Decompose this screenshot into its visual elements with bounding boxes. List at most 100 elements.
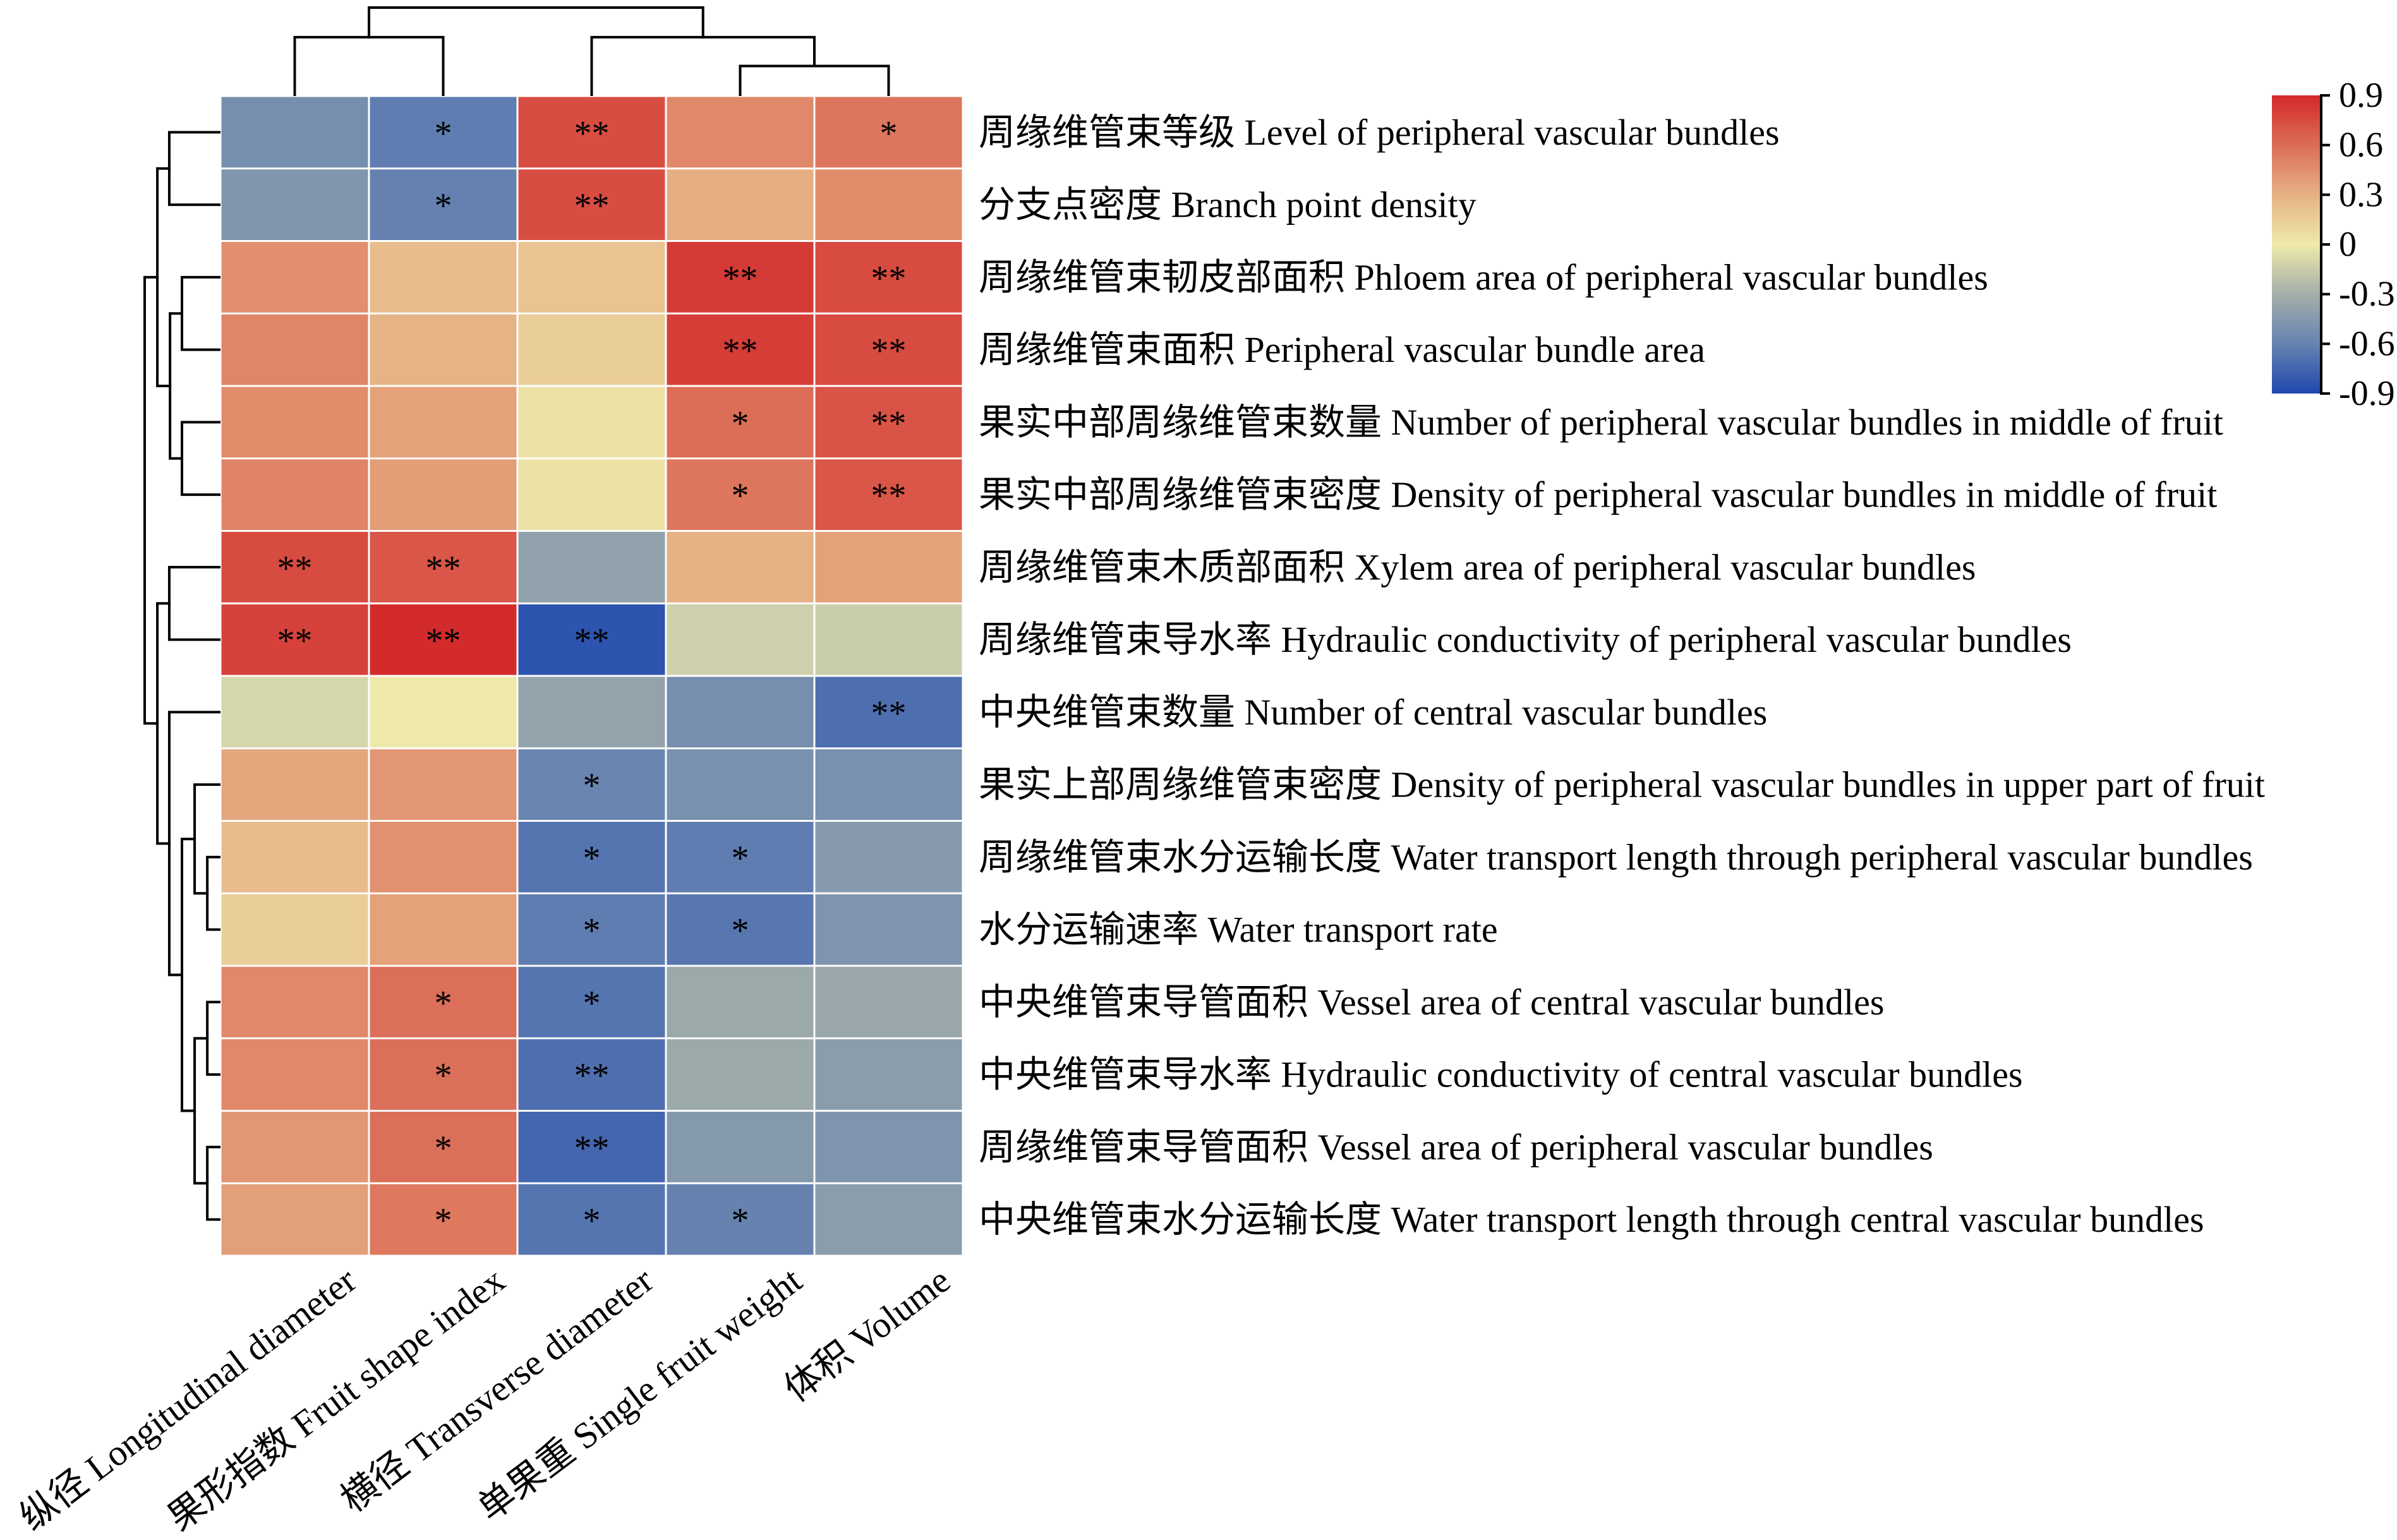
row-dendrogram-link [181, 421, 220, 496]
colorbar-tick-label: -0.6 [2339, 324, 2395, 363]
significance-label: ** [574, 186, 610, 226]
heatmap-cell [518, 242, 665, 313]
heatmap-cell [815, 1112, 962, 1182]
significance-label: * [435, 1201, 452, 1241]
heatmap-cell [815, 966, 962, 1038]
heatmap-cell [667, 242, 814, 313]
significance-label: ** [723, 259, 758, 298]
heatmap-cell [221, 677, 368, 748]
heatmap-cell [815, 387, 962, 458]
heatmap-cell [815, 314, 962, 385]
heatmap-cell [221, 1039, 368, 1110]
significance-label: ** [574, 622, 610, 661]
row-dendrogram-link [156, 602, 171, 845]
colorbar-tick-label: -0.9 [2339, 374, 2395, 413]
heatmap-cell [667, 387, 814, 458]
heatmap-cell [370, 387, 517, 458]
row-dendrogram-link [169, 312, 183, 460]
colorbar-gradient [2272, 95, 2320, 394]
significance-label: ** [871, 332, 907, 371]
heatmap-cell [370, 169, 517, 240]
row-label: 中央维管束数量 Number of central vascular bundl… [979, 692, 1767, 733]
row-label: 中央维管束导管面积 Vessel area of central vascula… [979, 982, 1885, 1023]
colorbar-tick-label: 0.3 [2339, 175, 2383, 214]
heatmap-cell [667, 822, 814, 893]
row-label: 周缘维管束面积 Peripheral vascular bundle area [979, 329, 1705, 370]
heatmap-cell [518, 97, 665, 168]
heatmap-cell [221, 242, 368, 313]
row-label: 果实中部周缘维管束密度 Density of peripheral vascul… [979, 474, 2217, 515]
heatmap-cell [667, 894, 814, 965]
heatmap-cells [221, 97, 962, 1255]
heatmap-cell [667, 532, 814, 603]
heatmap-cell [221, 604, 368, 675]
significance-label: * [435, 186, 452, 226]
colorbar-tick-label: -0.3 [2339, 275, 2395, 314]
heatmap-cell [370, 1184, 517, 1255]
row-label: 果实上部周缘维管束密度 Density of peripheral vascul… [979, 764, 2265, 805]
heatmap-cell [370, 749, 517, 820]
significance-label: ** [574, 1056, 610, 1095]
row-label: 周缘维管束导管面积 Vessel area of peripheral vasc… [979, 1126, 1933, 1167]
heatmap-cell [667, 749, 814, 820]
row-dendrogram-link [206, 1001, 220, 1076]
column-dendrogram-link [368, 6, 704, 39]
heatmap-cell [370, 242, 517, 313]
heatmap-cell [370, 97, 517, 168]
row-label: 中央维管束水分运输长度 Water transport length throu… [979, 1199, 2204, 1240]
significance-label: ** [426, 549, 461, 588]
heatmap-cell [221, 97, 368, 168]
heatmap-cell [815, 894, 962, 965]
row-dendrogram-link [193, 1037, 209, 1185]
heatmap-cell [370, 1039, 517, 1110]
significance-label: * [435, 1129, 452, 1168]
row-label: 果实中部周缘维管束数量 Number of peripheral vascula… [979, 402, 2223, 443]
significance-label: * [732, 1201, 749, 1241]
row-label: 水分运输速率 Water transport rate [979, 909, 1498, 950]
heatmap-cell [667, 97, 814, 168]
row-dendrogram-link [206, 1145, 220, 1221]
significance-label: * [583, 1201, 601, 1241]
heatmap-cell [518, 894, 665, 965]
significance-label: ** [277, 622, 313, 661]
heatmap-cell [221, 387, 368, 458]
row-dendrogram-link [167, 565, 220, 641]
heatmap-cell [370, 532, 517, 603]
row-dendrogram-link [181, 275, 220, 351]
significance-label: * [732, 476, 749, 515]
heatmap-cell [518, 169, 665, 240]
heatmap-cell [221, 749, 368, 820]
significance-label: ** [871, 259, 907, 298]
heatmap-cell [370, 459, 517, 530]
heatmap-cell [370, 966, 517, 1038]
heatmap-cell [518, 966, 665, 1038]
row-dendrogram-link [206, 855, 220, 931]
row-label: 周缘维管束导水率 Hydraulic conductivity of perip… [979, 619, 2072, 660]
heatmap-cell [815, 169, 962, 240]
significance-label: ** [574, 1129, 610, 1168]
heatmap-cell [518, 604, 665, 675]
significance-label: * [732, 911, 749, 951]
heatmap-cell [815, 459, 962, 530]
row-label: 周缘维管束水分运输长度 Water transport length throu… [979, 836, 2253, 877]
heatmap-cell [667, 459, 814, 530]
heatmap-cell [221, 532, 368, 603]
row-dendrogram-link [181, 838, 196, 1112]
column-dendrogram [293, 6, 890, 96]
heatmap-cell [518, 314, 665, 385]
heatmap-cell [221, 169, 368, 240]
significance-label: ** [723, 332, 758, 371]
row-dendrogram-link [143, 275, 159, 725]
significance-label: ** [277, 549, 313, 588]
significance-label: * [732, 839, 749, 878]
heatmap-cell [221, 459, 368, 530]
heatmap-cell [667, 1039, 814, 1110]
significance-label: ** [574, 114, 610, 153]
heatmap-cell [518, 1039, 665, 1110]
significance-label: * [583, 839, 601, 878]
heatmap-cell [815, 97, 962, 168]
heatmap-cell [815, 532, 962, 603]
row-label: 周缘维管束韧皮部面积 Phloem area of peripheral vas… [979, 256, 1988, 298]
significance-labels: * ** ** **** **** *** *** **** **** ** ****** ** ** *… [277, 114, 907, 1240]
